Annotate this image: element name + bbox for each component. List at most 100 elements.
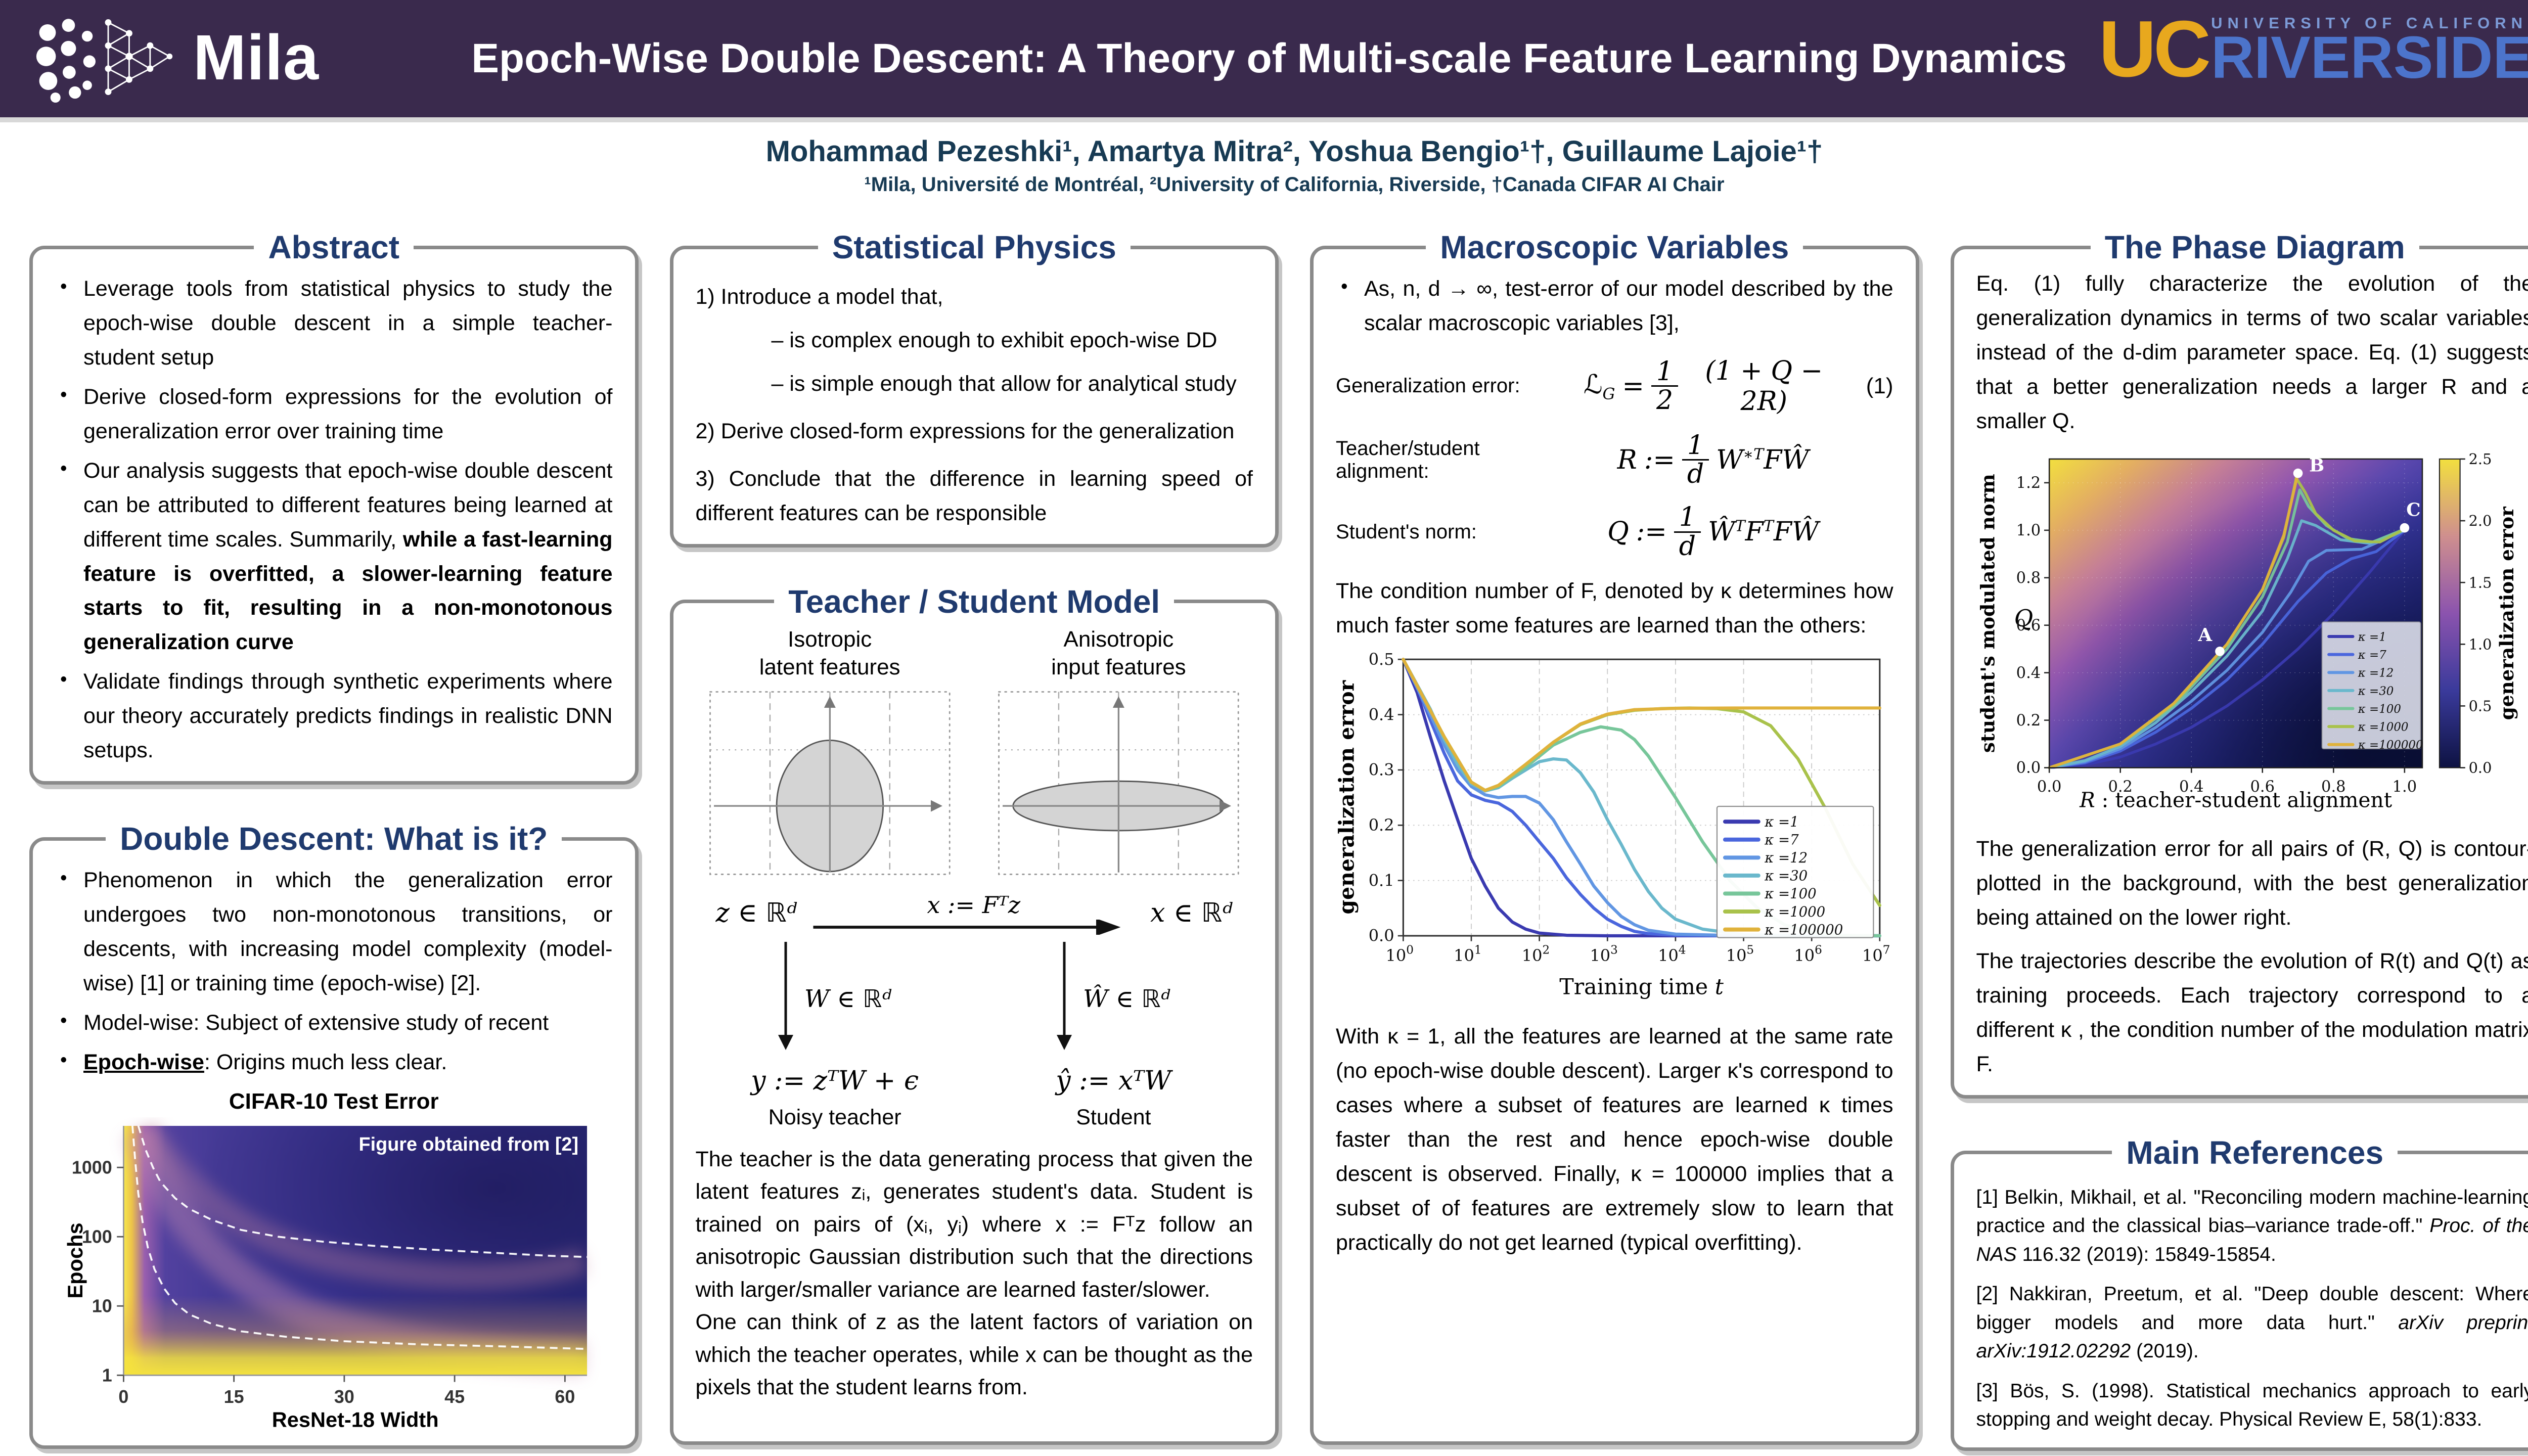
svg-text:κ =100: κ =100 — [2357, 703, 2401, 716]
column-2: Statistical Physics 1) Introduce a model… — [669, 229, 1279, 1445]
references-section: Main References [1] Belkin, Mikhail, et … — [1950, 1133, 2528, 1451]
phase-paragraph-1: Eq. (1) fully characterize the evolution… — [1976, 271, 2528, 433]
svg-text:102: 102 — [1522, 944, 1550, 965]
generalization-line-chart: generalization error Training time t 100… — [1336, 650, 1890, 1000]
modulation-map-label: x := Fᵀz — [927, 891, 1021, 919]
teacher-weight-label: W ∈ ℝᵈ — [804, 985, 892, 1014]
author-names: Mohammad Pezeshki¹, Amartya Mitra², Yosh… — [765, 135, 1823, 168]
authors-block: Mohammad Pezeshki¹, Amartya Mitra², Yosh… — [0, 134, 2528, 196]
sp-item-2: 2) Derive closed-form expressions for th… — [695, 419, 1235, 443]
svg-text:0.5: 0.5 — [2468, 697, 2492, 714]
colorbar-label: generalization error — [2495, 506, 2517, 720]
svg-text:45: 45 — [444, 1387, 465, 1407]
ucr-riverside-text: RIVERSIDE — [2211, 24, 2528, 91]
x-space-label: x ∈ ℝᵈ — [1150, 897, 1233, 928]
reference-1: [1] Belkin, Mikhail, et al. "Reconciling… — [1976, 1186, 2528, 1265]
phase-diagram-section: The Phase Diagram Eq. (1) fully characte… — [1950, 229, 2528, 1099]
svg-text:C: C — [2406, 499, 2420, 520]
svg-text:30: 30 — [334, 1387, 354, 1407]
student-down-arrow — [1057, 941, 1072, 1050]
macro-bullet: As, n, d → ∞, test-error of our model de… — [1336, 271, 1893, 341]
svg-text:κ =12: κ =12 — [1764, 850, 1808, 866]
svg-text:0.3: 0.3 — [1369, 760, 1394, 780]
statistical-physics-title: Statistical Physics — [832, 229, 1116, 265]
content-columns: Abstract Leverage tools from statistical… — [29, 229, 2528, 1451]
column-3: Macroscopic Variables As, n, d → ∞, test… — [1310, 229, 1919, 1445]
svg-text:A: A — [2197, 625, 2213, 646]
kappa-text: The condition number of F, denoted by κ … — [1336, 579, 1893, 638]
z-to-x-arrow — [813, 919, 1121, 935]
teacher-equation: y := zᵀW + ϵ — [751, 1065, 919, 1096]
phase-xlabel: R : teacher-student alignment — [2079, 788, 2392, 812]
svg-text:0: 0 — [118, 1387, 128, 1407]
teacher-student-flow: z ∈ ℝᵈ x := Fᵀz x ∈ ℝᵈ — [696, 891, 1253, 1130]
isotropic-panel: Isotropic latent features — [696, 625, 964, 878]
ts-paragraph-2: One can think of z as the latent factors… — [695, 1310, 1253, 1400]
svg-text:2.5: 2.5 — [2468, 450, 2492, 468]
svg-text:κ =30: κ =30 — [1764, 868, 1808, 884]
mila-wordmark: Mila — [193, 21, 320, 93]
svg-text:0.0: 0.0 — [1369, 926, 1394, 945]
feature-panels: Isotropic latent features — [696, 625, 1253, 878]
svg-text:0.4: 0.4 — [2016, 664, 2041, 682]
references-title: Main References — [2126, 1134, 2384, 1171]
student-weight-label: Ŵ ∈ ℝᵈ — [1083, 985, 1170, 1014]
svg-text:κ =1: κ =1 — [1764, 814, 1798, 830]
svg-text:0.0: 0.0 — [2016, 759, 2041, 777]
phase-paragraph-3: The trajectories describe the evolution … — [1976, 948, 2528, 1076]
svg-text:κ =7: κ =7 — [2357, 649, 2386, 662]
sp-sub-1: – is complex enough to exhibit epoch-wis… — [771, 328, 1217, 352]
svg-text:κ =100: κ =100 — [1764, 886, 1816, 902]
anisotropic-diagram — [998, 691, 1239, 875]
svg-text:101: 101 — [1454, 944, 1481, 965]
svg-text:60: 60 — [555, 1387, 575, 1407]
svg-text:100: 100 — [1386, 944, 1414, 965]
abstract-section: Abstract Leverage tools from statistical… — [29, 229, 639, 785]
reference-2: [2] Nakkiran, Preetum, et al. "Deep doub… — [1976, 1283, 2528, 1362]
sp-item-1: 1) Introduce a model that, — [695, 285, 943, 309]
abstract-bullet-2: Derive closed-form expressions for the e… — [55, 379, 613, 449]
cifar-figure-title: CIFAR-10 Test Error — [229, 1088, 439, 1114]
anisotropic-panel: Anisotropic input features — [984, 625, 1253, 878]
abstract-title: Abstract — [268, 229, 400, 265]
abstract-bullet-4: Validate findings through synthetic expe… — [55, 664, 613, 768]
student-branch: Ŵ ∈ ℝᵈ ŷ := xᵀW Student — [974, 940, 1253, 1130]
cifar-heatmap-figure: Epochs ResNet-18 Width 0 15 30 45 60 1 10 100 10… — [66, 1121, 589, 1431]
equation-number: (1) — [1866, 373, 1893, 398]
student-equation: ŷ := xᵀW — [1056, 1065, 1171, 1096]
svg-text:100: 100 — [82, 1226, 112, 1247]
svg-text:1000: 1000 — [72, 1157, 112, 1177]
svg-text:0.2: 0.2 — [2108, 778, 2133, 796]
ts-paragraph-1: The teacher is the data generating proce… — [695, 1147, 1253, 1302]
sp-item-3: 3) Conclude that the difference in learn… — [695, 466, 1253, 525]
svg-text:0.8: 0.8 — [2321, 778, 2346, 796]
svg-text:0.8: 0.8 — [2016, 569, 2041, 587]
column-4: The Phase Diagram Eq. (1) fully characte… — [1950, 229, 2528, 1451]
phase-ylabel: student's modulated norm — [1976, 474, 1999, 753]
teacher-branch: W ∈ ℝᵈ y := zᵀW + ϵ Noisy teacher — [696, 940, 974, 1130]
teacher-student-title: Teacher / Student Model — [788, 583, 1160, 620]
svg-text:1: 1 — [102, 1365, 112, 1385]
svg-text:103: 103 — [1590, 944, 1617, 965]
svg-text:0.0: 0.0 — [2037, 778, 2061, 796]
svg-text:0.6: 0.6 — [2016, 617, 2041, 634]
svg-text:1.0: 1.0 — [2468, 635, 2492, 653]
svg-text:106: 106 — [1794, 944, 1822, 965]
svg-text:10: 10 — [92, 1296, 112, 1316]
svg-text:0.6: 0.6 — [2250, 778, 2275, 796]
svg-text:0.2: 0.2 — [2016, 711, 2041, 729]
statistical-physics-section: Statistical Physics 1) Introduce a model… — [669, 229, 1279, 548]
double-descent-section: Double Descent: What is it? Phenomenon i… — [29, 820, 639, 1449]
column-1: Abstract Leverage tools from statistical… — [29, 229, 639, 1449]
ucr-tagline: UNIVERSITY OF CALIFORNIA — [2211, 14, 2528, 32]
teacher-down-arrow — [778, 941, 793, 1050]
mila-logo: Mila — [32, 9, 319, 105]
svg-text:1.2: 1.2 — [2016, 474, 2041, 492]
phase-diagram-title: The Phase Diagram — [2104, 229, 2405, 265]
svg-text:0.4: 0.4 — [2179, 778, 2203, 796]
macroscopic-title: Macroscopic Variables — [1440, 229, 1789, 265]
student-caption: Student — [1076, 1105, 1151, 1129]
header-bar: Mila Epoch-Wise Double Descent: A Theory… — [0, 0, 2528, 122]
